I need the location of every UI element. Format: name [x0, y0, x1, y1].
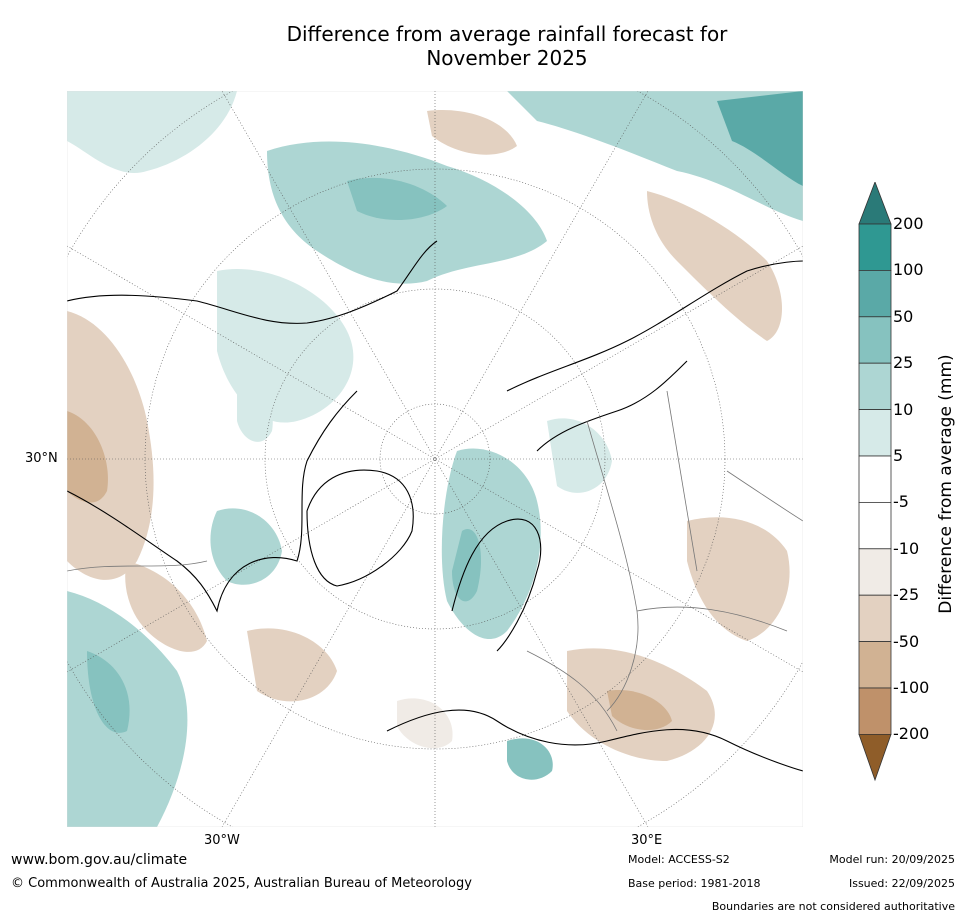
colorbar-segment: [858, 501, 892, 550]
graticule: [67, 91, 803, 827]
country-boundaries: [67, 390, 803, 732]
dry-region-atlantic-mid: [125, 561, 207, 652]
colorbar-title: Difference from average (mm): [936, 354, 956, 614]
colorbar-tick-label: -100: [893, 678, 930, 697]
colorbar-extend-bottom: [858, 734, 892, 782]
colorbar-segment: [858, 687, 892, 735]
wet-region-pacific-west: [67, 91, 237, 174]
colorbar-segment: [858, 270, 892, 318]
wet-region-atlantic-core: [87, 651, 130, 733]
colorbar-segment: [858, 641, 892, 689]
colorbar-segment: [858, 409, 892, 457]
colorbar-tick-label: 5: [893, 446, 904, 465]
wet-region-north-pacific-core: [717, 91, 803, 186]
wet-region-mediterranean: [507, 738, 553, 780]
dry-region-north-america-west: [67, 311, 154, 580]
footer-url: www.bom.gov.au/climate: [11, 852, 188, 868]
dry-region-north-america-core: [67, 411, 108, 503]
wet-anomaly-regions: [67, 91, 803, 827]
colorbar-tick-label: 10: [893, 399, 914, 419]
colorbar-tick-label: 25: [893, 353, 914, 373]
coastlines: [67, 240, 803, 772]
colorbar-segment: [858, 455, 892, 503]
colorbar-segment: [858, 548, 892, 596]
colorbar-segment: [858, 594, 892, 643]
dry-region-atlantic-south: [247, 628, 337, 702]
coast-siberia: [506, 260, 803, 392]
coast-greenland: [306, 469, 414, 587]
coast-north-america: [67, 240, 438, 324]
colorbar-tick-label: 50: [893, 306, 914, 326]
colorbar-segment: [858, 316, 892, 364]
colorbar-tick-label: -200: [893, 724, 930, 744]
longitude-label-30e: 30°E: [631, 833, 663, 848]
wet-region-barents: [547, 418, 612, 493]
colorbar-tick-label: 100: [893, 260, 924, 280]
colorbar-tick-label: -5: [893, 492, 909, 512]
colorbar-tick-label: -50: [893, 631, 920, 651]
wet-region-alaska-core: [347, 177, 447, 221]
longitude-label-30w: 30°W: [204, 833, 240, 848]
forecast-map: [67, 91, 803, 827]
base-period-label: Base period: 1981-2018: [628, 877, 761, 890]
model-run-label: Model run: 20/09/2025: [829, 853, 955, 866]
colorbar-tick-label: 200: [893, 214, 924, 233]
issued-label: Issued: 22/09/2025: [848, 877, 955, 890]
chart-title: Difference from average rainfall forecas…: [0, 22, 965, 70]
coast-arctic-russia: [536, 360, 688, 452]
colorbar: [858, 182, 892, 782]
title-line-2: November 2025: [426, 46, 588, 70]
dry-region-north-atlantic: [397, 698, 453, 749]
colorbar-tick-label: -10: [893, 538, 920, 558]
footer-copyright: © Commonwealth of Australia 2025, Austra…: [11, 876, 472, 891]
coast-hudson-labrador: [67, 390, 358, 613]
disclaimer-label: Boundaries are not considered authoritat…: [711, 900, 955, 913]
dry-region-middle-east-core: [607, 690, 672, 731]
dry-region-north-pacific-west: [427, 110, 517, 155]
title-line-1: Difference from average rainfall forecas…: [286, 22, 728, 46]
dry-region-siberia-east: [647, 191, 782, 341]
wet-region-baffin: [237, 388, 273, 442]
model-label: Model: ACCESS-S2: [628, 853, 730, 866]
colorbar-segments: [858, 182, 892, 782]
wet-region-hudson: [210, 508, 282, 585]
coast-europe: [386, 709, 803, 772]
colorbar-tick-label: -25: [893, 585, 920, 605]
colorbar-segment: [858, 362, 892, 410]
colorbar-segment: [858, 223, 892, 271]
colorbar-extend-top: [858, 182, 892, 225]
wet-region-arctic-canada: [217, 269, 354, 423]
latitude-label-30n: 30°N: [25, 451, 58, 466]
coast-scandinavia: [451, 518, 542, 652]
